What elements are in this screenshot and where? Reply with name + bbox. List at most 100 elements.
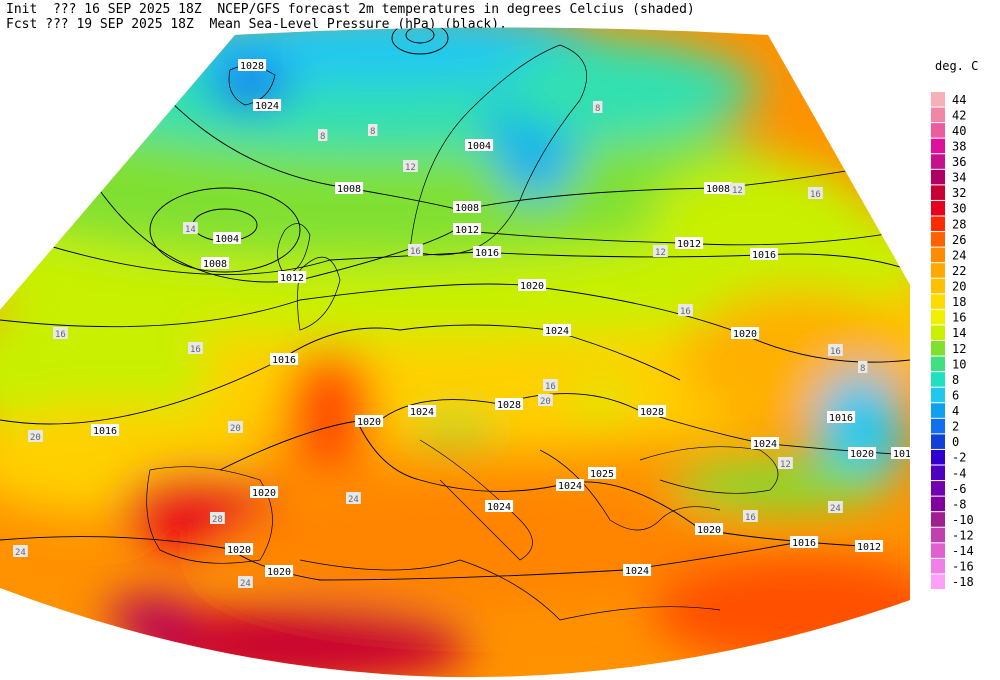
isobar-label-text: 1012 <box>893 449 917 460</box>
isobar-label-box <box>91 424 120 436</box>
temperature-label-box <box>403 160 418 172</box>
isobar-label: 1024 <box>253 99 282 112</box>
legend-label: -18 <box>952 575 974 589</box>
legend-swatch <box>931 294 945 309</box>
isobar-label-box <box>453 201 482 213</box>
isobar-label: 1004 <box>465 139 494 152</box>
isobar-label-text: 1020 <box>850 449 874 460</box>
temperature-label: 16 <box>678 304 693 317</box>
isobar-label: 1020 <box>225 543 254 556</box>
temperature-label-box <box>730 183 745 195</box>
temperature-label: 12 <box>653 245 668 258</box>
isobar-label: 1008 <box>335 182 364 195</box>
temperature-label-box <box>228 421 243 433</box>
legend-swatch <box>931 496 945 512</box>
temperature-label-box <box>408 244 423 256</box>
temperature-label-text: 16 <box>680 307 691 317</box>
legend-swatch <box>931 154 945 169</box>
temperature-label-text: 24 <box>348 495 359 505</box>
isobar-label-text: 1024 <box>255 101 279 112</box>
isobar-label: 1020 <box>695 523 724 536</box>
isobar-label: 1016 <box>750 248 779 261</box>
legend-swatch <box>931 512 945 527</box>
isobar-label-text: 1028 <box>240 61 264 72</box>
legend-label: 20 <box>952 280 966 294</box>
temperature-label: 12 <box>403 160 418 173</box>
isobar-label: 1028 <box>495 398 524 411</box>
isobar-label: 1016 <box>270 353 299 366</box>
legend-label: 0 <box>952 435 959 449</box>
temperature-label-box <box>858 361 868 373</box>
legend-swatch <box>931 232 945 247</box>
isobar-label-text: 1028 <box>497 400 521 411</box>
legend-swatch <box>931 200 945 216</box>
isobar-label-box <box>588 467 617 479</box>
legend-swatch <box>931 138 945 154</box>
isobar-label-box <box>750 248 779 260</box>
isobar-label-text: 1020 <box>252 488 276 499</box>
legend-swatch <box>931 216 945 232</box>
isobar-label-box <box>250 486 279 498</box>
temperature-label: 8 <box>368 124 378 137</box>
isobar-label-text: 1016 <box>829 413 853 424</box>
legend-label: 2 <box>952 420 959 434</box>
isobar-label-text: 1012 <box>280 273 304 284</box>
legend-label: 16 <box>952 311 966 325</box>
temperature-label-text: 8 <box>595 104 600 114</box>
header-line: Fcst ??? 19 SEP 2025 18Z Mean Sea-Level … <box>6 17 507 32</box>
isobar-label-text: 1008 <box>203 259 227 270</box>
temperature-label-text: 16 <box>830 347 841 357</box>
isobar-label-box <box>278 271 307 283</box>
legend-label: 10 <box>952 357 966 371</box>
isobar-label: 1012 <box>855 540 884 553</box>
temperature-label: 8 <box>858 361 868 374</box>
legend-swatch <box>931 325 945 340</box>
isobar-label-text: 1024 <box>558 481 582 492</box>
isobar-label: 1020 <box>848 447 877 460</box>
temperature-label-box <box>238 576 253 588</box>
temperature-label-text: 12 <box>780 460 791 470</box>
isobar-label: 1020 <box>518 279 547 292</box>
temperature-label-text: 8 <box>370 127 375 137</box>
temperature-label: 16 <box>543 379 558 392</box>
temperature-label-box <box>678 304 693 316</box>
legend-swatch <box>931 481 945 496</box>
legend-swatch <box>931 169 945 185</box>
temperature-label-text: 16 <box>55 330 66 340</box>
isobar-label: 1008 <box>453 201 482 214</box>
legend-label: -12 <box>952 529 974 543</box>
legend-label: 28 <box>952 217 966 231</box>
temperature-label-text: 24 <box>15 548 26 558</box>
isobar-label-text: 1012 <box>455 225 479 236</box>
isobar-label-text: 1024 <box>753 439 777 450</box>
isobar-label-box <box>731 327 760 339</box>
temperature-label-text: 16 <box>190 345 201 355</box>
temperature-label-text: 8 <box>860 364 865 374</box>
isobar-label-text: 1020 <box>697 525 721 536</box>
temperature-label: 16 <box>828 344 843 357</box>
isobar-label-box <box>473 246 502 258</box>
temperature-label-text: 20 <box>540 397 551 407</box>
temperature-label-text: 16 <box>410 247 421 257</box>
legend-swatch <box>931 403 945 418</box>
isobar-label-box <box>408 405 437 417</box>
legend-label: 38 <box>952 139 966 153</box>
isobar-label-box <box>485 500 514 512</box>
isobar-label-box <box>675 237 704 249</box>
temperature-label-box <box>13 545 28 557</box>
isobar-label-box <box>848 447 877 459</box>
legend-label: -4 <box>952 466 966 480</box>
legend-label: 12 <box>952 342 966 356</box>
isobar-label: 1024 <box>408 405 437 418</box>
isobar-label-box <box>201 257 230 269</box>
legend-swatch <box>931 247 945 263</box>
temperature-label-text: 16 <box>745 513 756 523</box>
legend-label: 42 <box>952 108 966 122</box>
isobar-label: 1020 <box>355 415 384 428</box>
legend: 4442403836343230282624222018161412108642… <box>931 92 974 589</box>
isobar-label-box <box>253 99 282 111</box>
isobar-label: 1020 <box>250 486 279 499</box>
isobar-label-text: 1008 <box>337 184 361 195</box>
legend-swatch <box>931 574 945 589</box>
isobar-label-text: 1008 <box>706 184 730 195</box>
